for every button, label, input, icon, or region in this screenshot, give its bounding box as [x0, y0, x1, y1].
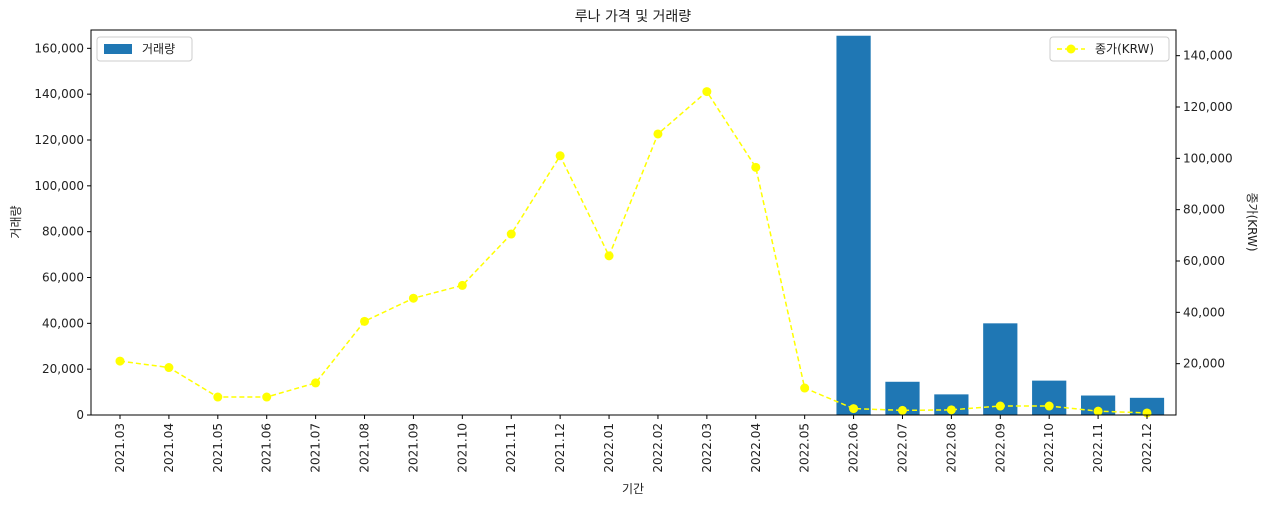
x-tick-label: 2022.04 [749, 423, 763, 473]
line-point [995, 401, 1005, 411]
bar [934, 394, 969, 415]
left-tick-label: 160,000 [34, 41, 84, 55]
legend-bar: 거래량 [96, 36, 193, 62]
x-tick-label: 2021.09 [406, 423, 420, 473]
line-point [1044, 401, 1054, 411]
line-point [213, 392, 223, 402]
line-point [311, 378, 321, 388]
right-axis-label: 종가(KRW) [1245, 192, 1259, 251]
x-tick-label: 2022.10 [1042, 423, 1056, 473]
x-tick-label: 2021.03 [113, 423, 127, 473]
chart-title: 루나 가격 및 거래량 [575, 9, 692, 25]
line-point [262, 392, 272, 402]
line-point [653, 129, 663, 139]
line-point [115, 356, 125, 366]
x-tick-label: 2021.10 [455, 423, 469, 473]
line-point [360, 316, 370, 326]
legend-bar-swatch [104, 44, 132, 54]
line-point [751, 162, 761, 172]
x-axis: 2021.03 2021.04 2021.05 2021.06 2021.07 2021.… [113, 415, 1154, 473]
left-axis: 0 20,000 40,000 60,000 80,000 100,000 120,000 1… [34, 41, 91, 422]
x-tick-label: 2021.07 [309, 423, 323, 473]
right-tick-label: 140,000 [1183, 49, 1233, 63]
bar [836, 35, 871, 416]
right-axis: 20,000 40,000 60,000 80,000 100,000 120,000 14… [1176, 49, 1233, 371]
x-tick-label: 2021.04 [162, 423, 176, 473]
line-point [800, 383, 810, 393]
x-tick-label: 2022.02 [651, 423, 665, 473]
bar [1129, 397, 1165, 415]
left-tick-label: 80,000 [42, 225, 84, 239]
x-axis-label: 기간 [622, 482, 644, 496]
right-tick-label: 60,000 [1183, 254, 1225, 268]
left-tick-label: 60,000 [42, 271, 84, 285]
plot-frame [90, 29, 1177, 416]
series-line [119, 90, 1148, 414]
line-point [164, 363, 174, 373]
right-tick-label: 80,000 [1183, 203, 1225, 217]
line-point [408, 293, 418, 303]
legend-line-marker [1066, 44, 1076, 54]
left-tick-label: 20,000 [42, 362, 84, 376]
line-point [506, 229, 516, 239]
x-tick-label: 2022.12 [1140, 423, 1154, 473]
line-point [604, 251, 614, 261]
line-point [946, 405, 956, 415]
left-tick-label: 140,000 [34, 87, 84, 101]
left-tick-label: 40,000 [42, 316, 84, 330]
left-tick-label: 120,000 [34, 133, 84, 147]
x-tick-label: 2022.11 [1091, 423, 1105, 473]
left-tick-label: 0 [76, 408, 84, 422]
right-tick-label: 40,000 [1183, 305, 1225, 319]
line-point [1093, 406, 1103, 416]
line-point [897, 405, 907, 415]
x-tick-label: 2022.09 [993, 423, 1007, 473]
legend-line: 종가(KRW) [1049, 36, 1170, 62]
x-tick-label: 2021.08 [358, 423, 372, 473]
left-axis-label: 거래량 [9, 205, 23, 238]
x-tick-label: 2021.05 [211, 423, 225, 473]
bar-series [836, 35, 1165, 416]
legend-line-label: 종가(KRW) [1095, 42, 1154, 56]
right-tick-label: 100,000 [1183, 151, 1233, 165]
right-tick-label: 20,000 [1183, 357, 1225, 371]
x-tick-label: 2021.12 [553, 423, 567, 473]
x-tick-label: 2022.05 [798, 423, 812, 473]
x-tick-label: 2021.06 [260, 423, 274, 473]
line-point [702, 87, 712, 97]
left-tick-label: 100,000 [34, 179, 84, 193]
x-tick-label: 2021.11 [504, 423, 518, 473]
x-tick-label: 2022.01 [602, 423, 616, 473]
right-tick-label: 120,000 [1183, 100, 1233, 114]
bar [983, 323, 1018, 415]
x-tick-label: 2022.08 [944, 423, 958, 473]
legend-bar-label: 거래량 [142, 42, 175, 56]
x-tick-label: 2022.06 [847, 423, 861, 473]
line-point [555, 151, 565, 161]
line-point [457, 280, 467, 290]
line-series [115, 87, 1152, 418]
x-tick-label: 2022.07 [895, 423, 909, 473]
line-point [849, 404, 859, 414]
x-tick-label: 2022.03 [700, 423, 714, 473]
